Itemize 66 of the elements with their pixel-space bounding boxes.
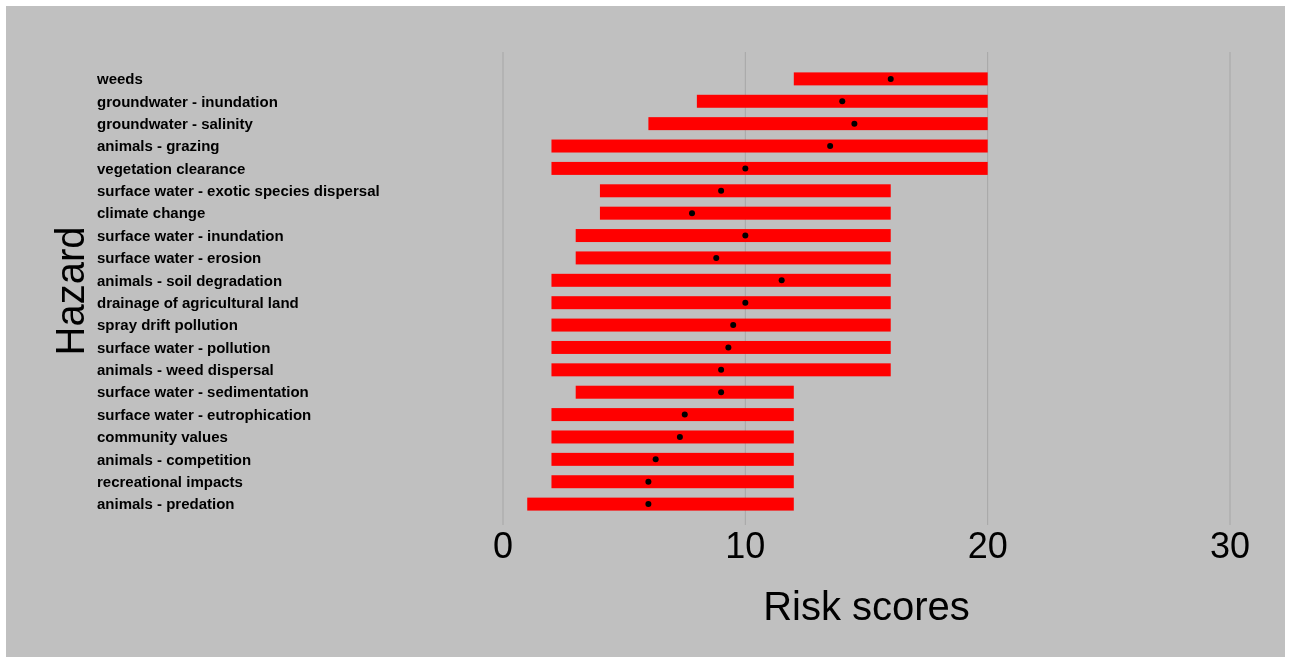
x-axis-title: Risk scores <box>763 584 970 628</box>
y-tick-label: animals - weed dispersal <box>97 361 274 379</box>
bar <box>551 363 891 377</box>
y-tick-label: surface water - exotic species dispersal <box>97 182 380 200</box>
bar <box>648 117 988 131</box>
x-tick-label: 20 <box>967 525 1008 566</box>
y-axis-title: Hazard <box>48 226 92 356</box>
y-tick-label: spray drift pollution <box>97 316 238 334</box>
point <box>742 299 749 306</box>
y-tick-label: surface water - sedimentation <box>97 383 309 401</box>
point <box>887 75 894 82</box>
y-tick-label: groundwater - salinity <box>97 114 254 132</box>
x-tick-label: 0 <box>492 525 514 566</box>
point <box>645 501 652 508</box>
y-tick-label: community values <box>97 428 228 446</box>
y-tick-label: surface water - erosion <box>97 249 262 267</box>
bar <box>551 296 891 310</box>
y-tick-label: surface water - eutrophication <box>97 405 312 423</box>
point <box>742 232 749 239</box>
bar <box>551 430 794 444</box>
point <box>839 98 846 105</box>
y-tick-label: animals - soil degradation <box>97 271 283 289</box>
bar <box>575 251 891 265</box>
point <box>827 143 834 150</box>
bar <box>551 318 891 332</box>
y-tick-label: climate change <box>97 204 206 222</box>
y-tick-label: recreational impacts <box>97 472 243 490</box>
point <box>713 254 720 261</box>
bar <box>551 273 891 287</box>
bar <box>575 385 794 399</box>
y-tick-label: animals - predation <box>97 495 235 513</box>
point <box>851 120 858 127</box>
bar <box>551 408 794 422</box>
bar <box>551 161 988 175</box>
bar <box>599 184 891 198</box>
bar <box>551 340 891 354</box>
y-tick-label: drainage of agricultural land <box>97 293 299 311</box>
point <box>778 277 785 284</box>
y-tick-label: animals - competition <box>97 450 252 468</box>
point <box>725 344 732 351</box>
point <box>718 366 725 373</box>
y-tick-label: animals - grazing <box>97 137 220 155</box>
y-tick-label: surface water - pollution <box>97 338 271 356</box>
y-tick-label: surface water - inundation <box>97 226 284 244</box>
point <box>652 456 659 463</box>
point <box>689 210 696 217</box>
bar <box>599 206 891 220</box>
bar <box>696 94 988 108</box>
y-tick-label: vegetation clearance <box>97 159 246 177</box>
bar <box>793 72 988 86</box>
x-tick-label: 10 <box>725 525 766 566</box>
bar <box>551 475 794 489</box>
bar <box>575 229 891 243</box>
bar <box>527 497 794 511</box>
y-tick-label: groundwater - inundation <box>97 92 278 110</box>
x-tick-label: 30 <box>1209 525 1251 566</box>
point <box>718 389 725 396</box>
point <box>676 433 683 440</box>
point <box>730 322 737 329</box>
y-tick-label: weeds <box>96 70 143 88</box>
point <box>718 187 725 194</box>
point <box>681 411 688 418</box>
bar <box>551 452 794 466</box>
point <box>742 165 749 172</box>
point <box>645 478 652 485</box>
bar <box>551 139 988 153</box>
